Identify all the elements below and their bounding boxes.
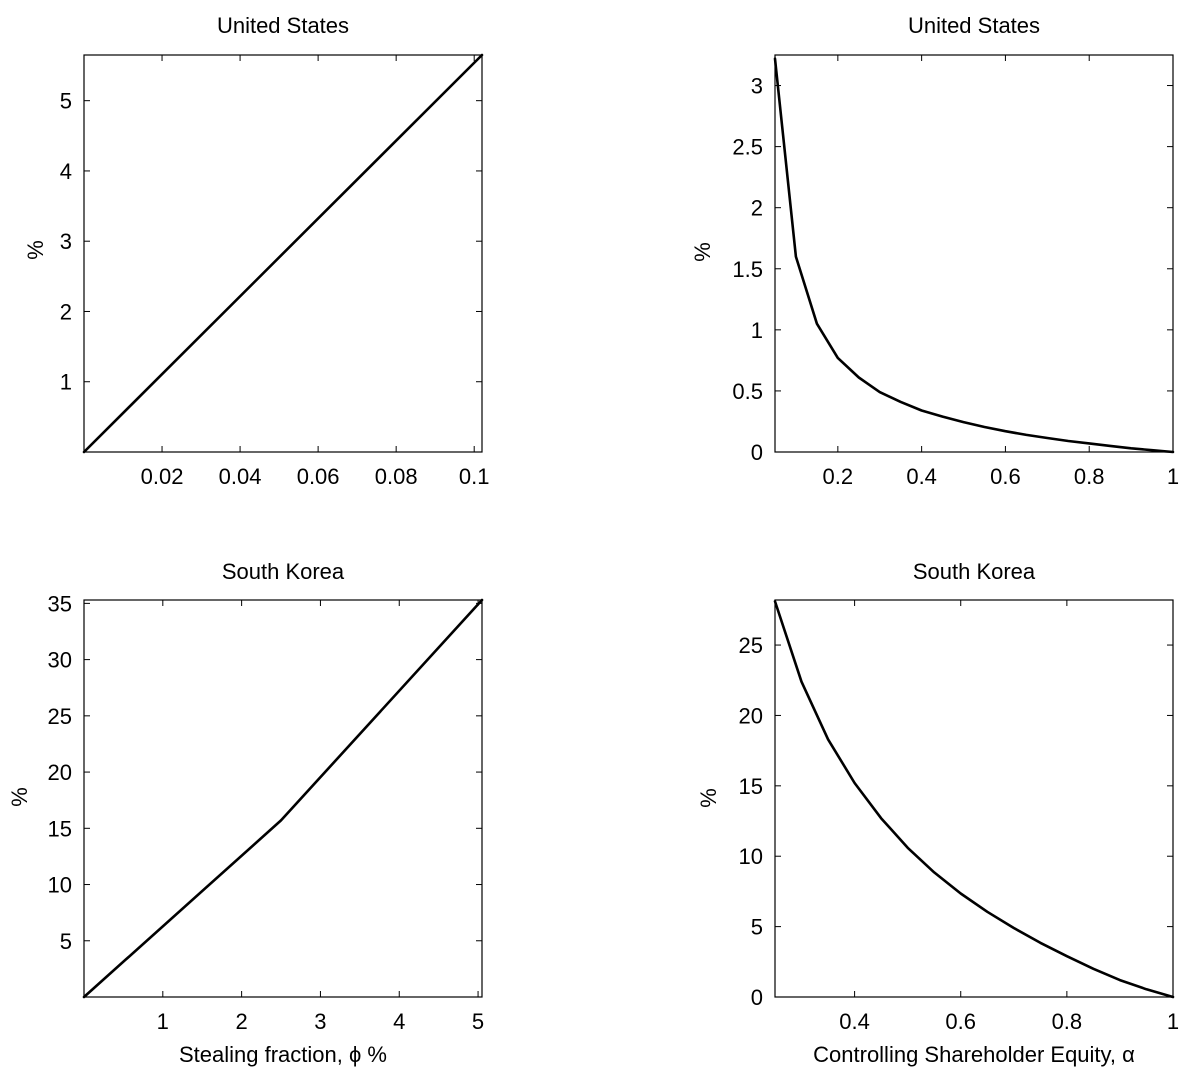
x-tick-label: 1 (157, 1009, 169, 1034)
y-tick-label: 1.5 (732, 257, 763, 282)
y-tick-label: 20 (739, 703, 763, 728)
panel-bottom-left: South Korea % Stealing fraction, ϕ % 1 2 3… (7, 559, 484, 1067)
x-axis-label: Stealing fraction, ϕ % (179, 1042, 387, 1067)
x-tick-label: 0.6 (990, 464, 1021, 489)
panel-top-left: United States % 0.02 0.04 0.06 0.08 0.1 1 2 3 4 5 (23, 13, 489, 489)
y-tick-label: 35 (48, 591, 72, 616)
y-tick-label: 5 (60, 929, 72, 954)
y-tick-label: 0.5 (732, 379, 763, 404)
panel-top-right: United States % 0.2 0.4 0.6 0.8 1 0 0.5 1 1.5 2 2.… (690, 13, 1179, 489)
y-tick-label: 5 (60, 89, 72, 114)
x-tick-label: 1 (1167, 1009, 1179, 1034)
x-tick-label: 0.8 (1052, 1009, 1083, 1034)
x-tick-label: 2 (235, 1009, 247, 1034)
y-tick-label: 15 (739, 774, 763, 799)
series-line (82, 53, 484, 454)
plot-frame (774, 54, 1174, 453)
y-tick-label: 25 (739, 633, 763, 658)
y-tick-label: 3 (60, 229, 72, 254)
y-tick-label: 1 (751, 318, 763, 343)
series-line (773, 600, 1175, 999)
y-tick-label: 2.5 (732, 135, 763, 160)
series-line (82, 598, 484, 999)
x-tick-label: 0.06 (297, 464, 340, 489)
y-tick-label: 10 (48, 873, 72, 898)
x-tick-label: 0.08 (375, 464, 418, 489)
x-tick-label: 0.4 (839, 1009, 870, 1034)
panel-title: United States (217, 13, 349, 38)
y-axis-label: % (23, 240, 48, 260)
panel-title: United States (908, 13, 1040, 38)
panel-bottom-right: South Korea % Controlling Shareholder Eq… (696, 559, 1179, 1067)
plot-frame (774, 599, 1174, 998)
x-tick-label: 4 (393, 1009, 405, 1034)
y-tick-label: 10 (739, 844, 763, 869)
y-tick-label: 3 (751, 74, 763, 99)
y-tick-label: 2 (751, 196, 763, 221)
y-axis-label: % (7, 787, 32, 807)
x-tick-label: 5 (472, 1009, 484, 1034)
x-tick-label: 0.1 (459, 464, 490, 489)
y-tick-label: 20 (48, 760, 72, 785)
x-tick-label: 3 (314, 1009, 326, 1034)
x-axis-label: Controlling Shareholder Equity, α (813, 1042, 1135, 1067)
y-axis-label: % (690, 242, 715, 262)
plot-frame (83, 54, 483, 453)
y-tick-label: 1 (60, 370, 72, 395)
x-tick-label: 0.6 (945, 1009, 976, 1034)
y-tick-label: 0 (751, 440, 763, 465)
y-tick-label: 25 (48, 704, 72, 729)
x-tick-label: 0.4 (906, 464, 937, 489)
y-axis-label: % (696, 788, 721, 808)
x-tick-label: 0.2 (823, 464, 854, 489)
x-tick-label: 0.02 (141, 464, 184, 489)
y-tick-label: 0 (751, 985, 763, 1010)
x-tick-label: 0.04 (219, 464, 262, 489)
plot-frame (83, 599, 483, 998)
y-tick-label: 30 (48, 648, 72, 673)
x-tick-label: 0.8 (1074, 464, 1105, 489)
series-line (773, 57, 1175, 454)
panel-title: South Korea (222, 559, 345, 584)
y-tick-label: 5 (751, 915, 763, 940)
y-tick-label: 15 (48, 816, 72, 841)
x-tick-label: 1 (1167, 464, 1179, 489)
panel-title: South Korea (913, 559, 1036, 584)
y-tick-label: 2 (60, 299, 72, 324)
y-tick-label: 4 (60, 159, 72, 184)
